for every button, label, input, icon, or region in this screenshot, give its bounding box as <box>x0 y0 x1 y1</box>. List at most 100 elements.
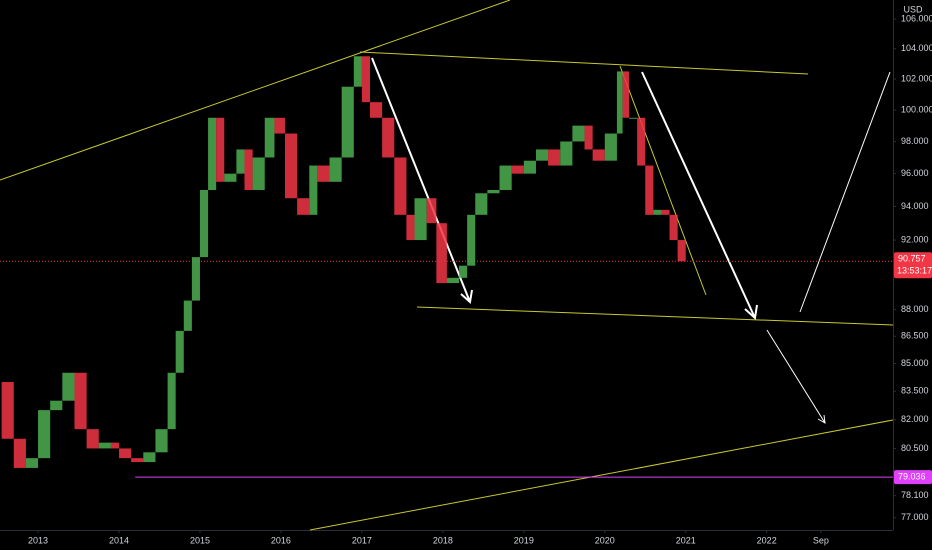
candle <box>487 189 500 194</box>
candle <box>199 189 209 258</box>
currency-label: USD <box>903 4 923 14</box>
x-tick-label: 2019 <box>514 535 534 545</box>
y-tick-label: 88.000 <box>901 304 929 314</box>
y-tick-label: 78.100 <box>901 490 929 500</box>
candle <box>560 141 573 166</box>
candle <box>74 372 87 430</box>
candle <box>653 209 662 215</box>
arrow <box>799 71 891 313</box>
candle <box>62 372 75 401</box>
candle <box>467 214 476 266</box>
candle <box>394 157 407 215</box>
candle <box>592 149 605 161</box>
candle <box>616 71 623 134</box>
x-tick-label: 2016 <box>271 535 291 545</box>
x-tick-label: 2021 <box>676 535 696 545</box>
arrow <box>641 71 758 320</box>
y-tick-label: 77.000 <box>901 512 929 522</box>
candle <box>167 372 176 430</box>
candle <box>341 86 354 158</box>
candle <box>329 157 342 182</box>
candle <box>1 382 14 439</box>
candle <box>264 117 275 158</box>
y-tick-label: 102.000 <box>901 73 932 83</box>
candle <box>252 157 265 190</box>
candle <box>155 429 168 453</box>
candle <box>677 240 686 262</box>
y-tick-label: 83.500 <box>901 386 929 396</box>
candle <box>446 277 460 284</box>
trendline <box>359 51 809 75</box>
y-tick-label: 106.000 <box>901 13 932 23</box>
candle <box>38 410 51 459</box>
candle <box>216 117 225 182</box>
level-label: 79.036 <box>898 471 926 481</box>
candle <box>426 198 437 224</box>
candle <box>523 160 536 174</box>
x-tick-label: 2014 <box>109 535 129 545</box>
candle <box>511 165 524 174</box>
candle <box>224 173 237 182</box>
candle <box>535 149 549 161</box>
trendline <box>619 65 707 296</box>
candle <box>208 117 217 190</box>
y-tick-label: 100.000 <box>901 104 932 114</box>
x-tick-label: Sep <box>813 535 829 545</box>
candle <box>317 165 330 182</box>
last-price-label: 90.757 <box>898 254 926 264</box>
candle <box>369 102 383 118</box>
candle <box>353 56 362 87</box>
candle <box>25 458 39 468</box>
last-price-time: 13:53:17 <box>897 266 932 276</box>
candle <box>604 133 617 161</box>
candle <box>309 165 318 215</box>
candle <box>414 198 427 241</box>
y-tick-label: 104.000 <box>901 43 932 53</box>
candle <box>50 400 63 411</box>
candle <box>436 223 447 284</box>
candle <box>382 117 395 158</box>
candle <box>13 438 26 468</box>
candle <box>236 149 245 174</box>
trendline <box>309 419 894 531</box>
candle <box>629 117 638 119</box>
x-tick-label: 2013 <box>28 535 48 545</box>
candle <box>143 452 156 463</box>
candle <box>175 330 184 373</box>
level-box <box>894 470 932 485</box>
candle <box>284 133 298 199</box>
y-tick-label: 98.000 <box>901 136 929 146</box>
candle <box>244 149 253 190</box>
x-tick-label: 2020 <box>595 535 615 545</box>
y-tick-label: 82.000 <box>901 414 929 424</box>
y-tick-label: 86.500 <box>901 331 929 341</box>
y-tick-label: 85.000 <box>901 358 929 368</box>
x-tick-label: 2018 <box>433 535 453 545</box>
trendline <box>0 0 511 181</box>
arrow <box>766 329 826 424</box>
candle <box>86 429 99 449</box>
candle <box>637 117 646 166</box>
candle <box>191 257 200 301</box>
candle <box>669 214 678 241</box>
candle <box>297 198 310 215</box>
candle <box>110 442 120 449</box>
candle <box>119 448 132 459</box>
candle <box>131 458 144 463</box>
y-tick-label: 92.000 <box>901 234 929 244</box>
candle <box>274 117 285 134</box>
y-tick-label: 94.000 <box>901 201 929 211</box>
y-tick-label: 96.000 <box>901 168 929 178</box>
candle <box>459 265 468 278</box>
candle <box>584 125 593 150</box>
candle <box>661 209 670 215</box>
x-tick-label: 2015 <box>190 535 210 545</box>
candle <box>183 300 192 331</box>
candle <box>499 165 512 190</box>
candle <box>572 125 585 142</box>
candle <box>645 165 654 215</box>
candle <box>548 149 561 166</box>
trendline <box>416 306 894 326</box>
candle <box>622 71 630 118</box>
